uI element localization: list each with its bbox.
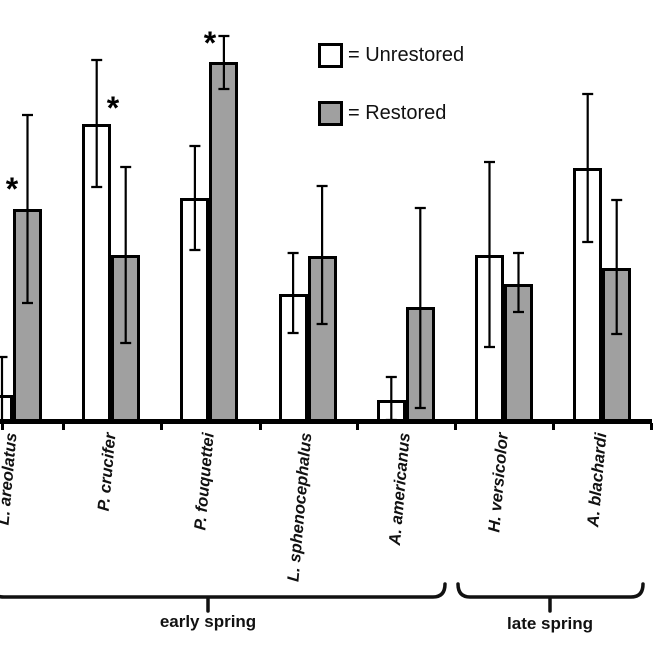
x-axis-tick	[650, 423, 653, 430]
bar-restored-6	[504, 284, 533, 424]
x-axis-tick	[259, 423, 262, 430]
x-axis-label-1: L. areolatus	[0, 432, 21, 526]
x-axis-tick	[454, 423, 457, 430]
x-axis-label-3: P. fouquettei	[190, 432, 218, 531]
bar-unrestored-3	[180, 198, 210, 424]
bar-unrestored-2	[82, 124, 112, 424]
significance-asterisk: *	[203, 25, 217, 61]
x-axis-tick	[356, 423, 359, 430]
x-axis-tick	[160, 423, 163, 430]
x-axis-tick	[1, 423, 4, 430]
x-axis-label-6: H. versicolor	[485, 432, 512, 534]
significance-asterisk: *	[106, 90, 120, 126]
x-axis-label-5: A. americanus	[385, 432, 414, 546]
bar-unrestored-4	[278, 294, 308, 424]
significance-asterisk: *	[5, 171, 19, 207]
bar-unrestored-6	[475, 255, 504, 424]
bar-restored-7	[602, 268, 632, 424]
bar-restored-4	[307, 256, 337, 424]
restored-swatch-icon	[318, 101, 343, 126]
bar-restored-5	[405, 307, 435, 424]
season-brackets	[0, 582, 645, 613]
x-axis-tick	[62, 423, 65, 430]
bar-restored-1	[13, 209, 42, 424]
legend-label-unrestored: = Unrestored	[348, 44, 465, 66]
legend-label-restored: = Restored	[348, 102, 447, 124]
season-label-early-spring: early spring	[159, 612, 257, 631]
bar-unrestored-7	[573, 168, 603, 424]
x-axis-tick	[552, 423, 555, 430]
bar-restored-2	[111, 255, 141, 424]
x-axis-label-7: A. blachardi	[583, 432, 611, 528]
bar-restored-3	[209, 62, 239, 424]
unrestored-swatch-icon	[318, 43, 343, 68]
x-axis-label-2: P. crucifer	[94, 432, 120, 512]
season-label-late-spring: late spring	[507, 614, 593, 633]
x-axis-label-4: L. sphenocephalus	[284, 432, 316, 583]
